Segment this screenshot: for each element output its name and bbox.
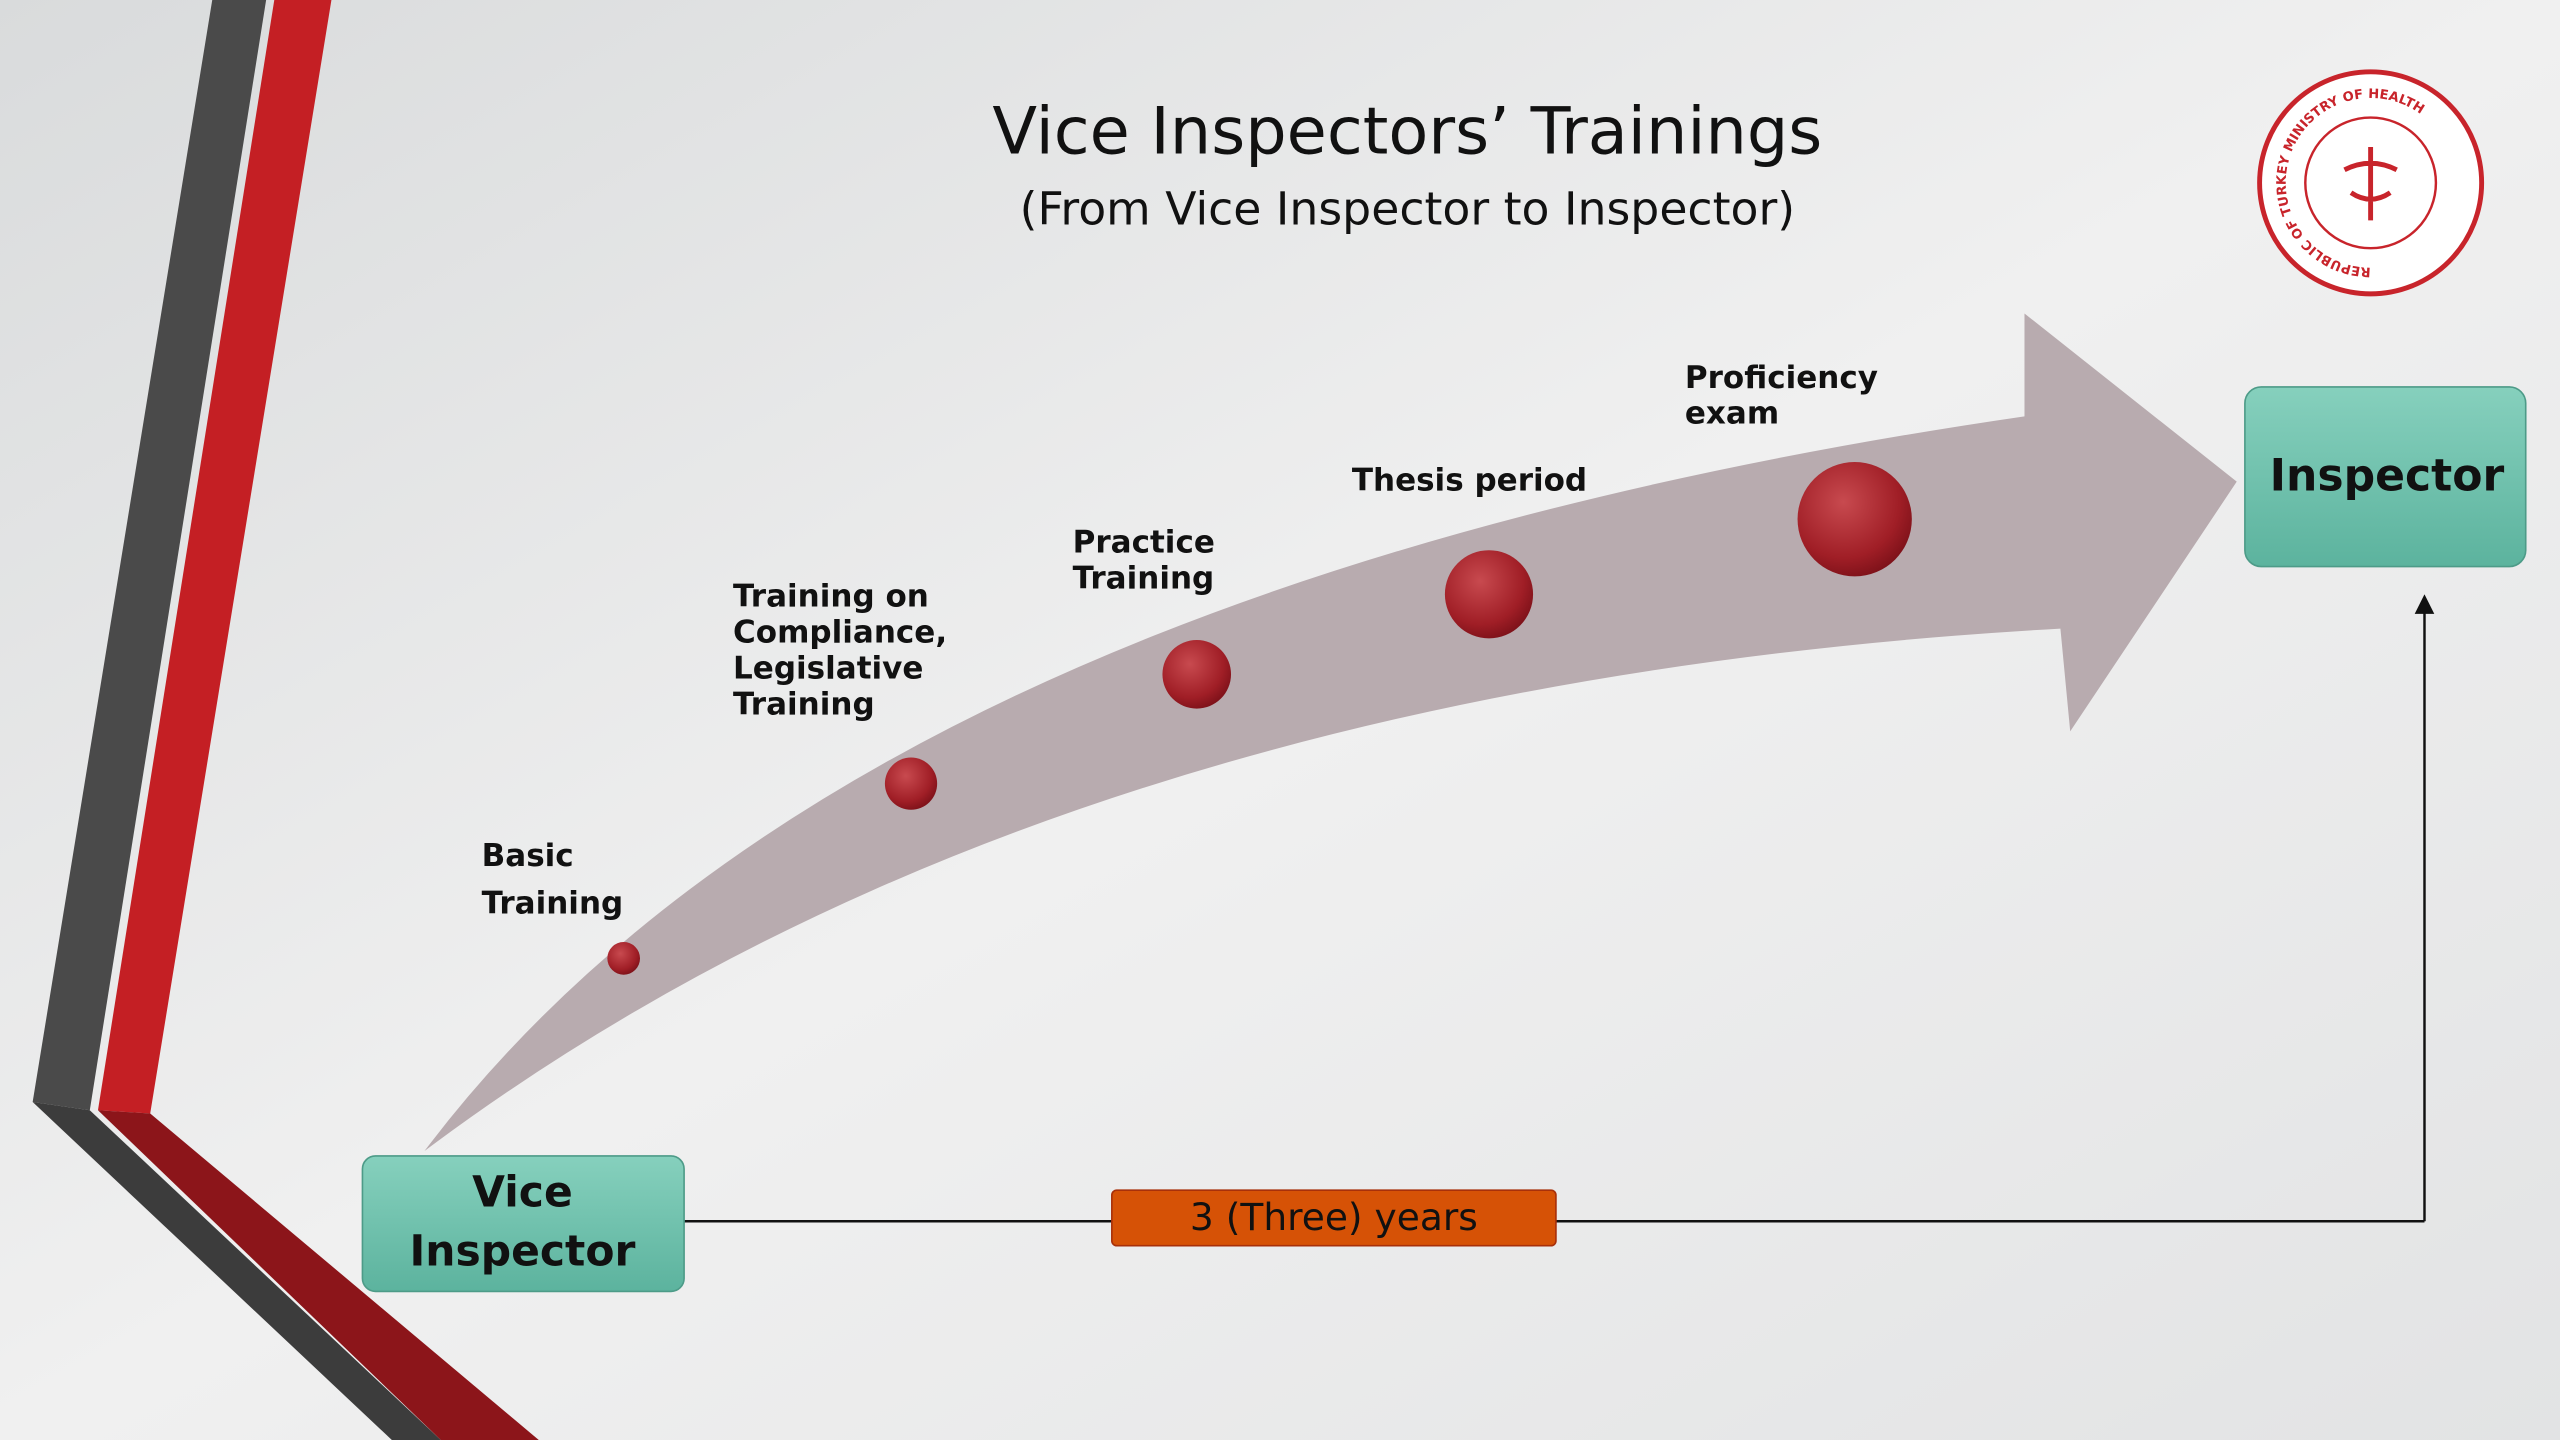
stage-label: Proficiency (1685, 360, 1878, 396)
stage-label: Thesis period (1352, 463, 1587, 499)
stage-labels: Basic Training Training onCompliance,Legis… (482, 360, 1878, 922)
end-label: Inspector (2270, 450, 2505, 501)
stage-label: Compliance, (733, 614, 947, 650)
stage-dots (607, 462, 1912, 975)
title: Vice Inspectors’ Trainings (992, 94, 1822, 170)
side-decoration (32, 0, 539, 1440)
stage-label: Training (1073, 561, 1215, 597)
progress-arrow (424, 313, 2237, 1152)
start-box (361, 1155, 685, 1293)
duration-box (1111, 1189, 1557, 1247)
duration-label: 3 (Three) years (1190, 1195, 1478, 1239)
subtitle: (From Vice Inspector to Inspector) (1020, 183, 1795, 236)
stage-label: Training on (733, 579, 929, 615)
end-box (2244, 386, 2527, 568)
start-label: Vice (472, 1169, 573, 1218)
logo: REPUBLIC OF TURKEY MINISTRY OF HEALTH (2257, 69, 2485, 297)
stage-label: Training (482, 885, 624, 921)
stage-label: Basic (482, 838, 574, 874)
start-label: Inspector (409, 1227, 635, 1276)
stage-label: Legislative (733, 650, 923, 686)
stage-label: exam (1685, 396, 1779, 432)
stage-label: Training (733, 686, 875, 722)
stage-label: Practice (1073, 525, 1215, 561)
